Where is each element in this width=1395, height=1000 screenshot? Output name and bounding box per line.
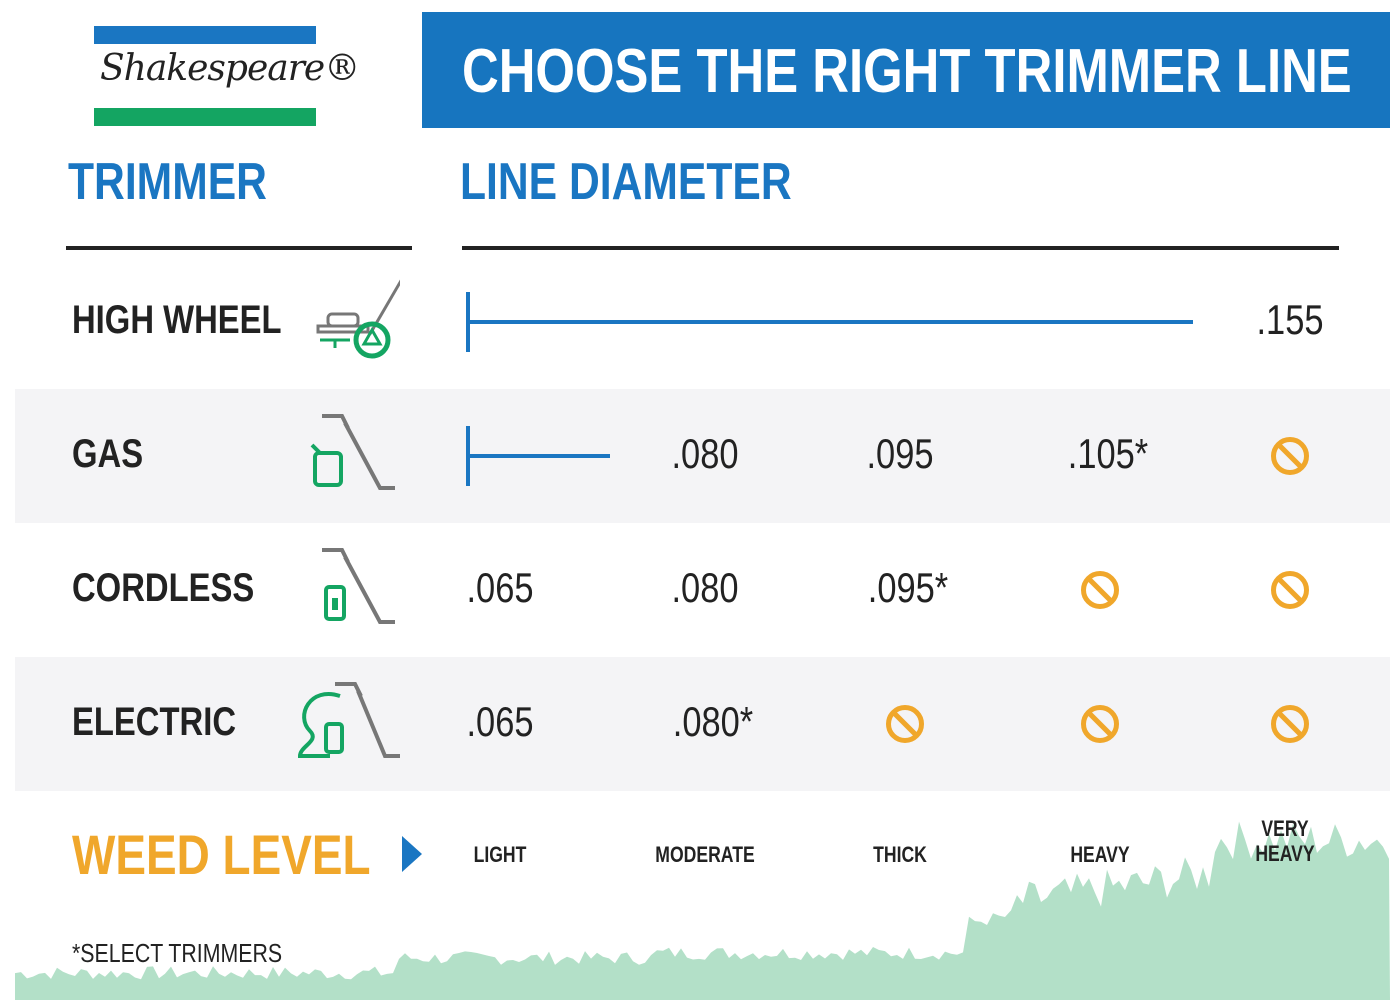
weed-level-item: HEAVY <box>1063 842 1137 867</box>
diameter-value: .155 <box>1256 296 1324 343</box>
weed-level-item: VERY HEAVY <box>1248 816 1322 866</box>
diameter-value: .065 <box>466 698 534 745</box>
diameter-cell: .105* <box>1059 430 1157 478</box>
logo-blue-stripe <box>94 26 316 44</box>
diameter-value: .095 <box>866 430 934 477</box>
weed-level-item: LIGHT <box>467 842 533 867</box>
diameter-cell: .065 <box>459 698 541 746</box>
diameter-cell: .095* <box>859 564 957 612</box>
diameter-cell: .080* <box>664 698 762 746</box>
not-recommended-icon <box>1081 571 1119 609</box>
weed-level-label: WEED LEVEL <box>72 823 371 886</box>
weed-level-4: VERY HEAVY <box>1255 816 1315 866</box>
diameter-value: .105* <box>1067 430 1149 477</box>
trimmer-label: HIGH WHEEL <box>72 298 282 342</box>
not-recommended-icon <box>1271 437 1309 475</box>
diameter-cell: .095 <box>859 430 941 478</box>
grass-shape <box>15 821 1390 1000</box>
weed-level-2: THICK <box>873 842 927 867</box>
page-title: CHOOSE THE RIGHT TRIMMER LINE <box>462 37 1352 106</box>
cordless-trimmer-icon <box>300 542 400 637</box>
diameter-value: .080 <box>671 564 739 611</box>
line-diameter-header: LINE DIAMETER <box>460 153 792 211</box>
footnote: *SELECT TRIMMERS <box>72 938 283 968</box>
diameter-cell: .080 <box>664 430 746 478</box>
not-recommended-icon <box>886 705 924 743</box>
divider <box>462 246 1339 250</box>
table-row <box>15 657 1390 791</box>
electric-trimmer-icon <box>290 676 400 771</box>
diameter-cell: .065 <box>459 564 541 612</box>
weed-level-item: THICK <box>866 842 933 867</box>
trimmer-label: CORDLESS <box>72 566 255 610</box>
grass-background <box>15 821 1390 1000</box>
trimmer-header: TRIMMER <box>68 153 267 211</box>
not-recommended-icon <box>1271 705 1309 743</box>
weed-level-item: MODERATE <box>643 842 767 867</box>
diameter-range-bar <box>466 454 610 458</box>
diameter-value: .080* <box>672 698 754 745</box>
weed-level-3: HEAVY <box>1070 842 1130 867</box>
title-banner <box>422 12 1390 128</box>
table-row <box>15 389 1390 523</box>
diameter-value: .065 <box>466 564 534 611</box>
weed-level-1: MODERATE <box>655 842 755 867</box>
logo-green-stripe <box>94 108 316 126</box>
trimmer-label: GAS <box>72 432 144 476</box>
diameter-value: .095* <box>867 564 949 611</box>
diameter-cell: .080 <box>664 564 746 612</box>
not-recommended-icon <box>1271 571 1309 609</box>
not-recommended-icon <box>1081 705 1119 743</box>
weed-level-0: LIGHT <box>473 842 527 867</box>
diameter-cell: .155 <box>1249 296 1331 344</box>
divider <box>66 246 412 250</box>
arrow-right-icon <box>402 836 422 872</box>
trimmer-label: ELECTRIC <box>72 700 236 744</box>
diameter-value: .080 <box>671 430 739 477</box>
diameter-range-bar <box>466 320 1193 324</box>
high-wheel-trimmer-icon <box>310 274 404 369</box>
gas-trimmer-icon <box>300 408 400 503</box>
shakespeare-logo: Shakespeare® <box>100 48 360 89</box>
